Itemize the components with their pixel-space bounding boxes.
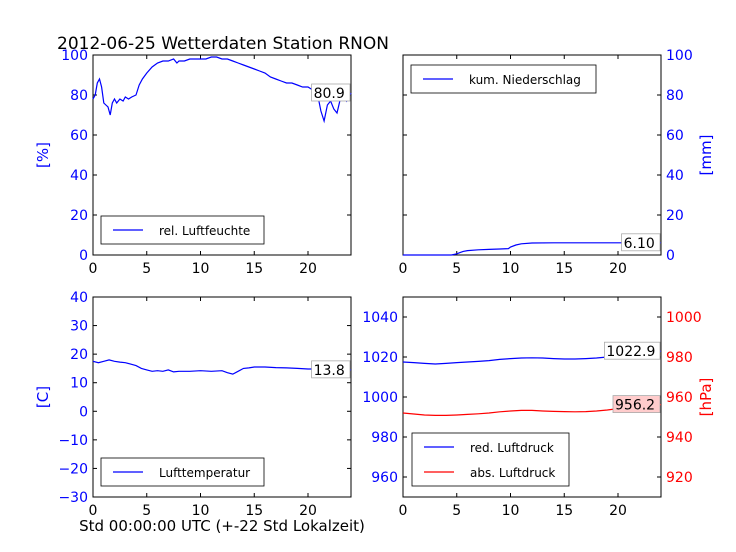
legend-entry: abs. Luftdruck [470, 466, 555, 480]
x-tick-label: 5 [142, 503, 151, 519]
y-axis-label: [%] [34, 142, 52, 168]
x-tick-label: 5 [452, 261, 461, 277]
y-tick-label: 60 [666, 128, 684, 144]
plot-frame [402, 54, 662, 256]
y-tick-label: 0 [79, 404, 88, 420]
y-tick-label-right: 940 [666, 430, 693, 446]
panel-4: 0 5 10 15 20 960 980 1000 1020 1040 920 940 960 980 10… [362, 296, 715, 519]
x-tick-label: 20 [299, 261, 317, 277]
y-tick-label: 20 [70, 208, 88, 224]
y-tick-label: −10 [58, 433, 88, 449]
value-label: 80.9 [314, 86, 345, 102]
x-tick-label: 5 [142, 261, 151, 277]
x-axis-label: Std 00:00:00 UTC (+-22 Std Lokalzeit) [79, 517, 365, 535]
series-line-1 [92, 359, 351, 375]
y-tick-label: −20 [58, 461, 88, 477]
x-tick-label: 20 [609, 503, 627, 519]
value-label-box [311, 360, 351, 379]
x-tick-label: 15 [245, 261, 263, 277]
plot-frame [92, 296, 352, 498]
x-tick-label: 10 [502, 503, 520, 519]
legend: kum. Niederschlag [410, 64, 597, 94]
x-tick-label: 10 [192, 261, 210, 277]
x-tick-label: 20 [299, 503, 317, 519]
y-tick-label: −30 [58, 490, 88, 506]
y-tick-label: 20 [70, 347, 88, 363]
y-tick-label-right: 980 [666, 350, 693, 366]
value-label: 13.8 [314, 363, 345, 379]
y-tick-label: 60 [70, 128, 88, 144]
x-tick-label: 10 [192, 503, 210, 519]
y-tick-label: 0 [666, 248, 675, 264]
y-tick-label-right: 920 [666, 470, 693, 486]
x-tick-label: 0 [89, 261, 98, 277]
x-tick-label: 0 [399, 261, 408, 277]
x-tick-label: 10 [502, 261, 520, 277]
y-tick-label: 1040 [362, 310, 398, 326]
value-label: 6.10 [624, 236, 655, 252]
y-tick-label: 960 [371, 470, 398, 486]
value-label-box [612, 395, 661, 414]
y-axis-label: [C] [34, 386, 52, 408]
y-tick-label: 40 [70, 168, 88, 184]
y-axis-label: [mm] [697, 135, 715, 176]
legend: Lufttemperatur [100, 457, 265, 487]
panel-2: 0 5 10 15 20 0 20 40 60 80 100 [mm] 6.10 kum. Nieders… [399, 48, 715, 277]
y-tick-label-right: 960 [666, 390, 693, 406]
x-tick-label: 15 [555, 503, 573, 519]
plot-frame [92, 54, 352, 256]
value-label-box [604, 341, 661, 360]
y-tick-label: 10 [70, 376, 88, 392]
legend: rel. Luftfeuchte [100, 215, 265, 245]
legend: red. Luftdruck abs. Luftdruck [411, 432, 570, 487]
y-tick-label: 80 [666, 88, 684, 104]
x-tick-label: 15 [245, 503, 263, 519]
value-label: 1022.9 [606, 344, 655, 360]
value-label-box [311, 83, 351, 102]
legend-frame [100, 215, 265, 245]
y-tick-label-right: 1000 [666, 310, 702, 326]
legend-entry: rel. Luftfeuchte [159, 224, 250, 238]
panel-1: 0 5 10 15 20 0 20 40 60 80 100 [%] 80.9 rel. Luftfeuc… [34, 48, 352, 277]
y-tick-label: 40 [666, 168, 684, 184]
chart-title: 2012-06-25 Wetterdaten Station RNON [57, 34, 389, 54]
y-tick-label: 100 [61, 48, 88, 64]
x-tick-label: 5 [452, 503, 461, 519]
panel-3: 0 5 10 15 20 −30 −20 −10 0 10 20 30 40 [C] 13.8 Lufttem… [34, 290, 352, 519]
x-tick-label: 0 [399, 503, 408, 519]
legend-entry: kum. Niederschlag [469, 73, 581, 87]
legend-entry: red. Luftdruck [470, 441, 554, 455]
y-tick-label: 1020 [362, 350, 398, 366]
y-tick-label: 80 [70, 88, 88, 104]
y-tick-label: 980 [371, 430, 398, 446]
x-tick-label: 0 [89, 503, 98, 519]
y-tick-label: 40 [70, 290, 88, 306]
y-tick-label: 20 [666, 208, 684, 224]
value-label: 956.2 [615, 398, 655, 414]
legend-entry: Lufttemperatur [159, 466, 250, 480]
y-tick-label: 1000 [362, 390, 398, 406]
y-axis-label: [hPa] [697, 378, 715, 417]
y-tick-label: 0 [79, 248, 88, 264]
legend-frame [411, 432, 570, 487]
x-tick-label: 15 [555, 261, 573, 277]
y-tick-label: 30 [70, 319, 88, 335]
y-tick-label: 100 [666, 48, 693, 64]
value-label-box [621, 233, 661, 252]
x-tick-label: 20 [609, 261, 627, 277]
series-line-1 [403, 242, 661, 256]
